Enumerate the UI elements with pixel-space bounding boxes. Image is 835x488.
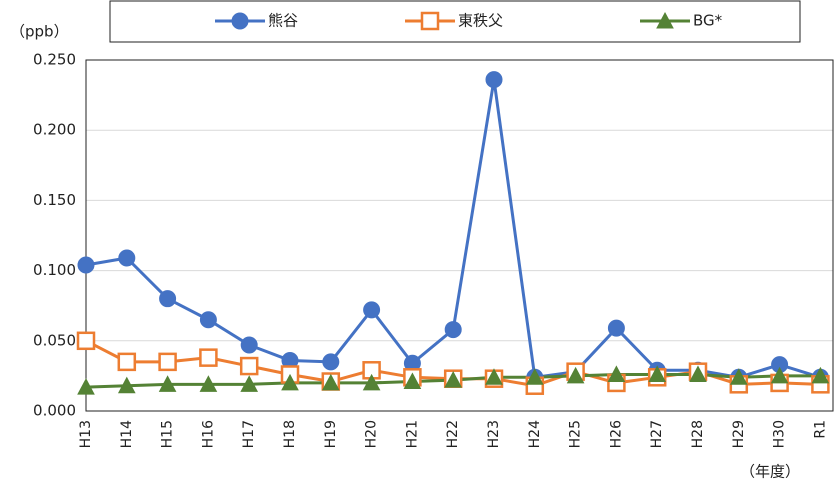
x-tick-label: H18 <box>282 420 298 448</box>
marker <box>322 353 340 371</box>
x-tick-label: H30 <box>772 420 788 448</box>
marker <box>159 290 177 308</box>
x-tick-label: H14 <box>119 420 135 448</box>
x-tick-label: H17 <box>241 420 257 448</box>
marker <box>607 319 625 337</box>
x-unit-label: （年度） <box>740 463 800 481</box>
marker <box>444 371 463 388</box>
marker <box>363 301 381 319</box>
x-tick-label: H26 <box>608 420 624 448</box>
x-tick-label: H13 <box>78 420 94 448</box>
marker <box>240 375 259 392</box>
marker <box>362 373 381 391</box>
marker <box>199 375 218 392</box>
x-tick-label: H19 <box>323 420 339 448</box>
marker <box>444 321 462 339</box>
marker <box>607 365 626 382</box>
legend-label: 熊谷 <box>268 12 298 30</box>
legend-box <box>109 0 801 43</box>
marker <box>485 368 503 385</box>
marker <box>199 311 217 329</box>
marker <box>117 352 137 372</box>
marker <box>566 366 585 384</box>
marker <box>117 376 136 394</box>
y-tick-label: 0.100 <box>33 261 76 279</box>
x-tick-label: H21 <box>404 420 420 448</box>
marker <box>525 368 544 385</box>
y-tick-label: 0.050 <box>33 331 76 349</box>
marker <box>199 348 218 367</box>
x-tick-label: H29 <box>731 420 747 448</box>
y-tick-label: 0.250 <box>33 51 76 69</box>
x-tick-label: H22 <box>445 420 461 448</box>
marker <box>77 256 95 274</box>
y-tick-label: 0.200 <box>33 121 76 139</box>
marker <box>240 336 258 354</box>
plot-frame <box>85 59 834 412</box>
marker <box>811 366 830 384</box>
marker <box>485 71 503 89</box>
marker <box>729 368 748 385</box>
marker <box>770 366 789 384</box>
legend-label: BG* <box>693 12 723 30</box>
marker <box>689 365 707 382</box>
x-tick-label: H23 <box>486 420 502 448</box>
x-tick-label: H15 <box>160 420 176 448</box>
marker <box>656 11 674 29</box>
marker <box>321 373 340 391</box>
x-tick-label: H27 <box>649 420 665 448</box>
x-tick-label: H28 <box>690 420 706 448</box>
marker <box>158 352 177 372</box>
marker <box>76 331 96 351</box>
legend-label: 東秩父 <box>458 12 503 30</box>
marker <box>231 12 249 30</box>
marker <box>648 365 667 382</box>
marker <box>420 11 440 31</box>
x-tick-label: H24 <box>527 420 543 448</box>
marker <box>403 372 422 390</box>
marker <box>77 378 95 395</box>
marker <box>118 249 136 267</box>
x-tick-label: H20 <box>364 420 380 448</box>
y-unit-label: （ppb） <box>10 23 69 41</box>
x-tick-label: H25 <box>568 420 584 448</box>
x-tick-label: H16 <box>200 420 216 448</box>
marker <box>158 375 177 392</box>
x-tick-label: R1 <box>812 420 828 439</box>
y-tick-label: 0.150 <box>33 191 76 209</box>
y-tick-label: 0.000 <box>33 402 76 420</box>
marker <box>239 356 259 376</box>
marker <box>281 373 299 391</box>
